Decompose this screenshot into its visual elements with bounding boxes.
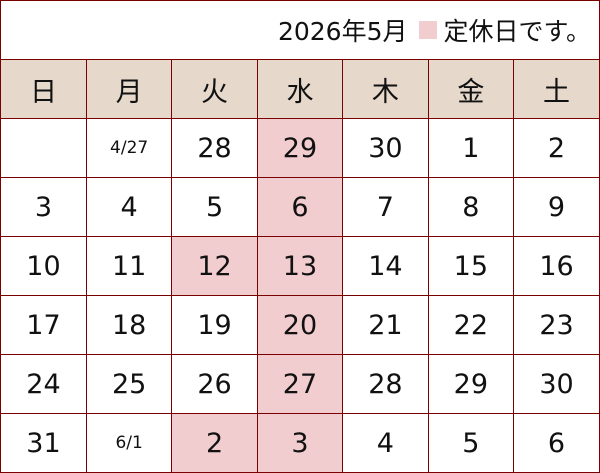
day-cell: 11 [85, 236, 173, 296]
day-cell: 2 [513, 118, 599, 178]
day-cell: 5 [171, 177, 258, 237]
day-cell: 6 [513, 413, 599, 472]
closed-day-cell: 2 [171, 413, 258, 472]
closed-day-cell: 12 [171, 236, 258, 296]
day-cell: 4/27 [85, 118, 173, 178]
day-cell: 22 [427, 295, 515, 355]
day-cell: 17 [1, 295, 87, 355]
day-cell: 5 [427, 413, 515, 472]
day-cell: 18 [85, 295, 173, 355]
day-cell: 14 [342, 236, 429, 296]
weekday-cell: 火 [171, 60, 258, 119]
day-cell: 30 [342, 118, 429, 178]
day-cell: 28 [171, 118, 258, 178]
day-cell: 21 [342, 295, 429, 355]
day-cell: 23 [513, 295, 599, 355]
weekday-cell: 月 [85, 60, 173, 119]
closed-day-cell: 27 [256, 354, 344, 414]
closed-day-cell: 20 [256, 295, 344, 355]
day-cell: 29 [427, 354, 515, 414]
day-cell: 8 [427, 177, 515, 237]
calendar-title: 2026年5月 定休日です。 [1, 1, 599, 60]
week-row: 4/27 28 29 30 1 2 [1, 118, 599, 178]
day-cell: 25 [85, 354, 173, 414]
closed-day-cell: 29 [256, 118, 344, 178]
closed-swatch-icon [419, 21, 438, 39]
week-row: 31 6/1 2 3 4 5 6 [1, 413, 599, 472]
closed-day-cell: 6 [256, 177, 344, 237]
day-cell: 6/1 [85, 413, 173, 472]
day-cell [1, 118, 87, 178]
weekday-cell: 木 [342, 60, 429, 119]
day-cell: 31 [1, 413, 87, 472]
closed-day-cell: 3 [256, 413, 344, 472]
day-cell: 10 [1, 236, 87, 296]
weekday-cell: 金 [427, 60, 515, 119]
day-cell: 4 [342, 413, 429, 472]
day-cell: 26 [171, 354, 258, 414]
day-cell: 7 [342, 177, 429, 237]
week-row: 24 25 26 27 28 29 30 [1, 354, 599, 414]
day-cell: 3 [1, 177, 87, 237]
week-row: 17 18 19 20 21 22 23 [1, 295, 599, 355]
day-cell: 24 [1, 354, 87, 414]
closed-day-cell: 13 [256, 236, 344, 296]
day-cell: 9 [513, 177, 599, 237]
month-label: 2026年5月 [277, 17, 408, 46]
day-cell: 4 [85, 177, 173, 237]
day-cell: 1 [427, 118, 515, 178]
weekday-cell: 日 [1, 60, 87, 119]
weekday-cell: 土 [513, 60, 599, 119]
weekday-cell: 水 [256, 60, 344, 119]
day-cell: 19 [171, 295, 258, 355]
day-cell: 30 [513, 354, 599, 414]
day-cell: 16 [513, 236, 599, 296]
week-row: 10 11 12 13 14 15 16 [1, 236, 599, 296]
legend-label: 定休日です。 [443, 17, 591, 46]
day-cell: 15 [427, 236, 515, 296]
day-cell: 28 [342, 354, 429, 414]
calendar-grid: 日月火水木金土 4/27 28 29 30 1 2 3 4 5 6 7 8 9 10 11 12 13 14 15 1… [1, 60, 599, 472]
weekday-header: 日月火水木金土 [1, 60, 599, 119]
